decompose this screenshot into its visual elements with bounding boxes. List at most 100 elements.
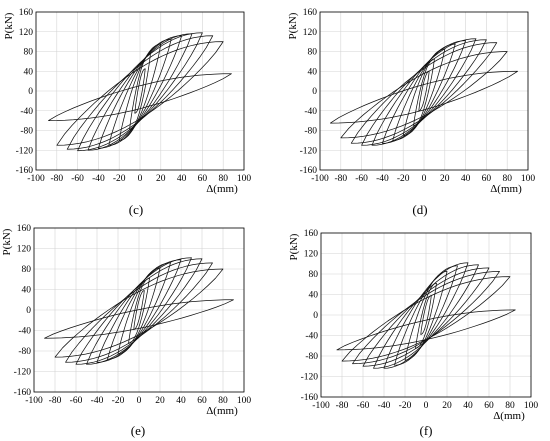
plot-frame: [319, 11, 529, 171]
hysteresis-loop: [134, 68, 146, 114]
y-tick-label: 80: [24, 48, 34, 58]
x-tick-label: -80: [49, 396, 62, 406]
x-axis-label: Δ(mm): [493, 410, 525, 422]
x-tick-label: -40: [376, 174, 389, 184]
hysteresis-loop: [75, 258, 203, 365]
hysteresis-loop: [107, 262, 171, 360]
y-tick-label: -80: [18, 347, 31, 357]
y-tick-label: -120: [301, 373, 319, 383]
y-axis-label: P(kN): [1, 228, 13, 255]
y-tick-label: -80: [304, 127, 317, 137]
chart-panel: -100 -80 -60 -40 -20 0 20 40 60 80 100 -160 -120 -80 -…: [3, 8, 251, 217]
x-tick-label: 20: [440, 174, 450, 184]
x-tick-label: -80: [336, 401, 349, 411]
y-tick-label: -120: [14, 368, 32, 378]
y-tick-label: 80: [22, 265, 32, 275]
x-tick-label: 20: [155, 396, 165, 406]
hysteresis-loop: [330, 70, 518, 124]
x-tick-label: -60: [355, 174, 368, 184]
y-axis-label: P(kN): [3, 12, 15, 39]
x-tick-label: -20: [399, 401, 412, 411]
hysteresis-loops: [44, 257, 234, 365]
hysteresis-loop: [65, 262, 213, 363]
x-tick-label: -20: [113, 174, 126, 184]
x-tick-label: 80: [505, 401, 515, 411]
x-tick-label: -100: [25, 396, 43, 406]
hysteresis-loop: [96, 259, 182, 363]
x-tick-label: 100: [237, 396, 252, 406]
y-tick-label: 120: [19, 28, 34, 38]
x-tick-label: 0: [424, 401, 429, 411]
panel-label: (f): [420, 423, 433, 438]
x-tick-label: 0: [137, 396, 142, 406]
x-tick-label: 20: [156, 174, 166, 184]
x-tick-label: -100: [311, 174, 329, 184]
x-tick-label: 40: [176, 396, 186, 406]
panel-label: (c): [129, 202, 143, 217]
y-tick-label: -40: [20, 107, 33, 117]
y-tick-label: 160: [303, 8, 318, 18]
y-tick-label: -160: [301, 393, 319, 403]
hysteresis-loop: [361, 39, 487, 146]
x-tick-label: 80: [218, 174, 228, 184]
y-tick-label: -160: [300, 166, 318, 176]
x-tick-label: 100: [521, 174, 536, 184]
x-tick-label: -20: [397, 174, 410, 184]
x-tick-label: -40: [378, 401, 391, 411]
hysteresis-loops: [330, 38, 518, 146]
x-tick-label: 60: [197, 396, 207, 406]
y-tick-label: -80: [20, 127, 33, 137]
y-tick-label: 40: [24, 67, 34, 77]
hysteresis-loop: [383, 262, 469, 369]
y-tick-label: 0: [28, 87, 33, 97]
y-tick-label: 80: [308, 48, 318, 58]
x-tick-label: -100: [312, 401, 330, 411]
hysteresis-loops: [336, 262, 516, 369]
hysteresis-loop: [44, 299, 234, 339]
plot-frame: [35, 11, 245, 171]
hysteresis-loop: [382, 40, 466, 144]
x-tick-label: -60: [70, 396, 83, 406]
x-tick-label: 80: [502, 174, 512, 184]
y-tick-label: -160: [16, 166, 34, 176]
y-tick-label: -40: [18, 327, 31, 337]
hysteresis-loop: [133, 290, 145, 330]
y-tick-label: 80: [309, 270, 319, 280]
x-axis-label: Δ(mm): [206, 183, 238, 195]
y-tick-label: -120: [300, 146, 318, 156]
hysteresis-loop: [373, 264, 479, 369]
y-tick-label: 120: [304, 250, 319, 260]
x-axis-label: Δ(mm): [490, 183, 522, 195]
hysteresis-loop: [56, 41, 224, 146]
hysteresis-loop: [394, 265, 458, 366]
x-tick-label: 100: [524, 401, 539, 411]
x-tick-label: -80: [334, 174, 347, 184]
hysteresis-loop: [128, 277, 150, 344]
hysteresis-loop: [352, 271, 500, 365]
hysteresis-loops: [48, 32, 232, 152]
y-tick-label: -160: [14, 388, 32, 398]
hysteresis-loop: [362, 267, 490, 367]
panel-label: (e): [131, 423, 145, 438]
x-tick-label: -100: [27, 174, 45, 184]
x-tick-label: 40: [461, 174, 471, 184]
x-tick-label: 40: [177, 174, 187, 184]
x-tick-label: -60: [71, 174, 84, 184]
x-tick-label: -20: [112, 396, 125, 406]
panel-label: (d): [412, 202, 427, 217]
y-tick-label: 0: [313, 311, 318, 321]
y-tick-label: 40: [22, 286, 32, 296]
y-tick-label: 120: [17, 245, 32, 255]
y-tick-label: 0: [312, 87, 317, 97]
x-tick-label: 80: [218, 396, 228, 406]
y-tick-label: 160: [17, 224, 32, 234]
x-tick-label: 100: [237, 174, 252, 184]
y-tick-label: 0: [26, 306, 31, 316]
y-axis-label: P(kN): [288, 233, 300, 260]
x-tick-label: 60: [482, 174, 492, 184]
hysteresis-loop: [108, 38, 172, 146]
x-axis-label: Δ(mm): [206, 405, 238, 417]
hysteresis-loop: [336, 309, 516, 351]
chart-panel: -100 -80 -60 -40 -20 0 20 40 60 80 100 -160 -120 -80 -…: [288, 229, 538, 438]
